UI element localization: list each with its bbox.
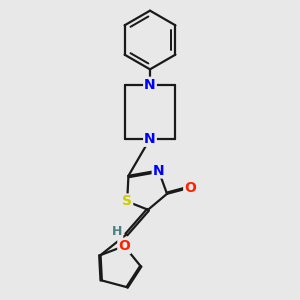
Text: N: N bbox=[153, 164, 164, 178]
Text: O: O bbox=[118, 239, 130, 253]
Text: N: N bbox=[144, 78, 156, 92]
Text: N: N bbox=[144, 132, 156, 146]
Text: H: H bbox=[112, 225, 122, 238]
Text: S: S bbox=[122, 194, 132, 208]
Text: O: O bbox=[184, 181, 196, 195]
